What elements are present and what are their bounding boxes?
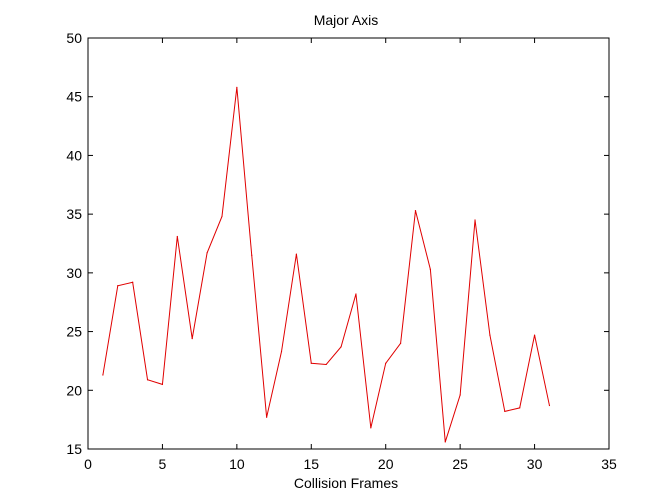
data-point xyxy=(370,427,372,429)
data-point xyxy=(504,410,506,413)
data-point xyxy=(444,441,446,443)
data-point xyxy=(176,235,178,238)
data-point xyxy=(295,253,297,255)
data-point xyxy=(236,86,238,88)
data-point xyxy=(429,268,431,270)
data-point xyxy=(400,342,402,344)
data-point xyxy=(161,383,164,386)
data-point xyxy=(355,293,357,295)
x-tick-label: 0 xyxy=(84,456,92,472)
data-point xyxy=(340,346,342,348)
plot-area-frame xyxy=(87,37,610,450)
data-point xyxy=(266,416,268,418)
data-point xyxy=(206,252,208,254)
y-tick-label: 50 xyxy=(66,30,82,46)
data-point xyxy=(385,362,387,364)
x-tick-label: 25 xyxy=(452,456,468,472)
x-tick-label: 30 xyxy=(527,456,543,472)
y-tick-label: 20 xyxy=(66,382,82,398)
data-point xyxy=(474,219,476,221)
data-point xyxy=(459,394,461,396)
data-point xyxy=(489,334,491,336)
data-point xyxy=(414,210,417,212)
data-point xyxy=(132,281,134,283)
x-tick-label: 15 xyxy=(303,456,319,472)
data-point xyxy=(191,338,193,340)
data-point xyxy=(325,363,327,366)
data-point xyxy=(102,374,104,376)
data-point xyxy=(548,404,551,407)
series-layer xyxy=(102,86,551,443)
y-tick-label: 25 xyxy=(66,324,82,340)
y-tick-label: 40 xyxy=(66,147,82,163)
x-axis-label: Collision Frames xyxy=(294,475,398,491)
data-point xyxy=(533,334,536,336)
y-tick-label: 30 xyxy=(66,265,82,281)
y-tick-label: 35 xyxy=(66,206,82,222)
data-point xyxy=(519,407,521,409)
x-tick-label: 35 xyxy=(601,456,617,472)
data-point xyxy=(117,285,119,287)
x-tick-label: 10 xyxy=(229,456,245,472)
data-point xyxy=(221,215,223,218)
x-tick-label: 5 xyxy=(159,456,167,472)
axis-ticks: 0 5 10 15 20 25 30 35 15 20 25 30 35 40 45 50 xyxy=(66,30,617,472)
data-point xyxy=(280,350,283,353)
data-point xyxy=(146,379,149,381)
chart-title: Major Axis xyxy=(314,12,379,28)
data-point xyxy=(310,362,312,364)
data-point xyxy=(251,254,253,256)
y-tick-label: 45 xyxy=(66,89,82,105)
x-tick-label: 20 xyxy=(378,456,394,472)
y-tick-label: 15 xyxy=(66,441,82,457)
